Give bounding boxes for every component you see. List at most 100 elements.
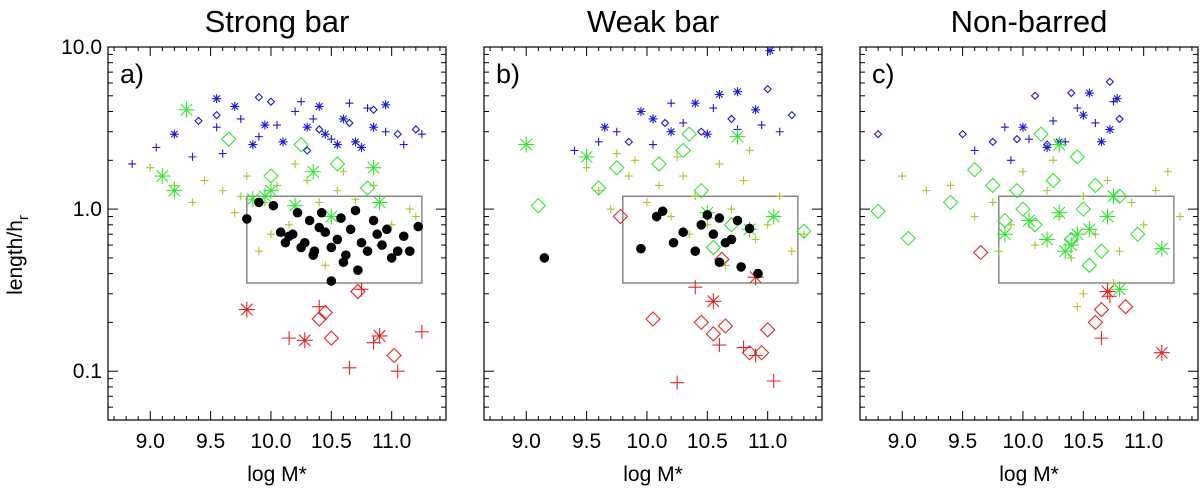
p1-point-plus (354, 282, 369, 297)
p1-point-asterisk (154, 168, 171, 185)
p1-point-plus (128, 159, 137, 168)
p3-point-plus (1079, 192, 1088, 201)
p1-point-dot (382, 224, 392, 235)
p1-point-asterisk (369, 122, 379, 132)
p2-point-diamond (759, 322, 776, 338)
p1-point-plus (152, 143, 161, 152)
p1-point-asterisk (166, 182, 183, 199)
p1-xtick-label: 10.5 (311, 430, 352, 453)
p2-point-diamond (727, 114, 736, 124)
p2-point-plus (649, 140, 657, 149)
p1-point-asterisk (212, 94, 222, 104)
p2-point-asterisk (636, 107, 646, 117)
p1-point-plus (242, 172, 251, 181)
p1-point-asterisk (256, 188, 273, 205)
p3-point-asterisk (1078, 110, 1088, 120)
p1-point-plus (387, 220, 396, 229)
p1-point-dot (332, 234, 343, 245)
p3-point-diamond (1129, 226, 1146, 242)
p2-point-dot (539, 253, 550, 263)
p1-point-dot (398, 231, 409, 242)
p3-point-diamond (966, 161, 983, 178)
p2-point-asterisk (578, 148, 595, 165)
p3-point-plus (1127, 198, 1136, 207)
p2-point-plus (799, 230, 808, 239)
p3-point-diamond (1042, 140, 1052, 149)
p2-point-asterisk (690, 98, 700, 108)
p3-point-diamond (1009, 182, 1025, 199)
p3-point-diamond (1045, 172, 1061, 189)
p1-xtick-label: 10.0 (251, 430, 292, 453)
p3-xtick-label: 9.0 (888, 430, 917, 453)
p1-point-plus (414, 324, 429, 339)
p1-point-diamond (323, 330, 340, 346)
p3-point-plus (1031, 241, 1040, 250)
p2-point-plus (612, 149, 621, 158)
p2-point-dot (708, 229, 719, 240)
p1-point-plus (351, 195, 360, 204)
p3-point-diamond (1117, 298, 1134, 315)
p1-point-diamond (411, 125, 421, 134)
panel-non-barred: Non-barred c) 9.0 9.5 10.0 10.5 11.0 log M* (859, 4, 1199, 486)
p1-point-diamond (311, 311, 328, 327)
p3-point-asterisk (1111, 281, 1128, 298)
p3-point-asterisk (1057, 243, 1074, 260)
ytick-label: 10.0 (61, 36, 102, 59)
p3-title: Non-barred (951, 4, 1108, 39)
p1-point-dot (304, 215, 315, 226)
p2-point-plus (630, 156, 639, 165)
p3-point-plus (1094, 331, 1109, 346)
p1-point-diamond (345, 118, 354, 128)
p2-point-plus (739, 176, 748, 185)
p3-point-plus (1103, 176, 1112, 185)
p3-point-asterisk (1063, 237, 1080, 254)
p3-point-plus (1139, 220, 1148, 229)
p3-point-asterisk (1081, 221, 1098, 238)
p1-point-plus (390, 364, 405, 379)
p2-point-plus (751, 235, 760, 244)
p1-label: a) (120, 59, 144, 89)
p2-point-dot (657, 206, 668, 217)
p1-point-asterisk (302, 122, 312, 132)
p2-point-plus (748, 348, 763, 363)
p3-point-asterisk (1112, 94, 1122, 104)
p2-point-plus (670, 375, 685, 390)
p1-point-plus (254, 247, 263, 256)
p2-point-diamond (741, 344, 758, 361)
p1-point-plus (342, 360, 357, 375)
p1-point-asterisk (371, 194, 388, 211)
p2-point-plus (594, 186, 603, 195)
p2-point-asterisk (705, 293, 722, 310)
panel-strong-bar: Strong bar a) 9.0 9.5 10.0 10.5 11.0 log M* 10.0… (61, 4, 447, 486)
p1-point-dot (392, 246, 403, 256)
p2-point-plus (787, 247, 796, 256)
p3-point-plus (1073, 302, 1082, 311)
p2-xtick-label: 9.5 (572, 430, 601, 453)
p3-point-diamond (1093, 243, 1110, 259)
p1-point-plus (236, 192, 245, 201)
p2-xtick-label: 9.0 (512, 430, 541, 453)
p1-point-plus (146, 163, 155, 172)
y-axis-label-subscript: r (15, 215, 32, 220)
p2-point-dot (753, 268, 763, 279)
p3-point-asterisk (1153, 344, 1170, 361)
p2-point-diamond (717, 318, 734, 334)
p1-frame (107, 46, 447, 421)
p3-point-plus (1163, 167, 1172, 176)
p2-frame (483, 46, 823, 421)
p1-point-dot (368, 215, 379, 226)
p2-point-diamond (530, 197, 547, 214)
p1-point-plus (188, 198, 197, 207)
p3-point-diamond (1030, 91, 1040, 101)
p3-xtick-label: 10.5 (1063, 430, 1104, 453)
p2-point-plus (673, 152, 682, 161)
p3-point-diamond (900, 230, 917, 247)
p1-point-dot (316, 207, 327, 218)
p3-point-asterisk (1105, 124, 1115, 134)
p2-point-diamond (590, 180, 607, 196)
p3-point-plus (988, 198, 997, 207)
p3-point-plus (1025, 135, 1033, 144)
p1-point-asterisk (248, 140, 258, 150)
p2-point-diamond (624, 137, 634, 147)
p1-point-plus (327, 135, 336, 144)
